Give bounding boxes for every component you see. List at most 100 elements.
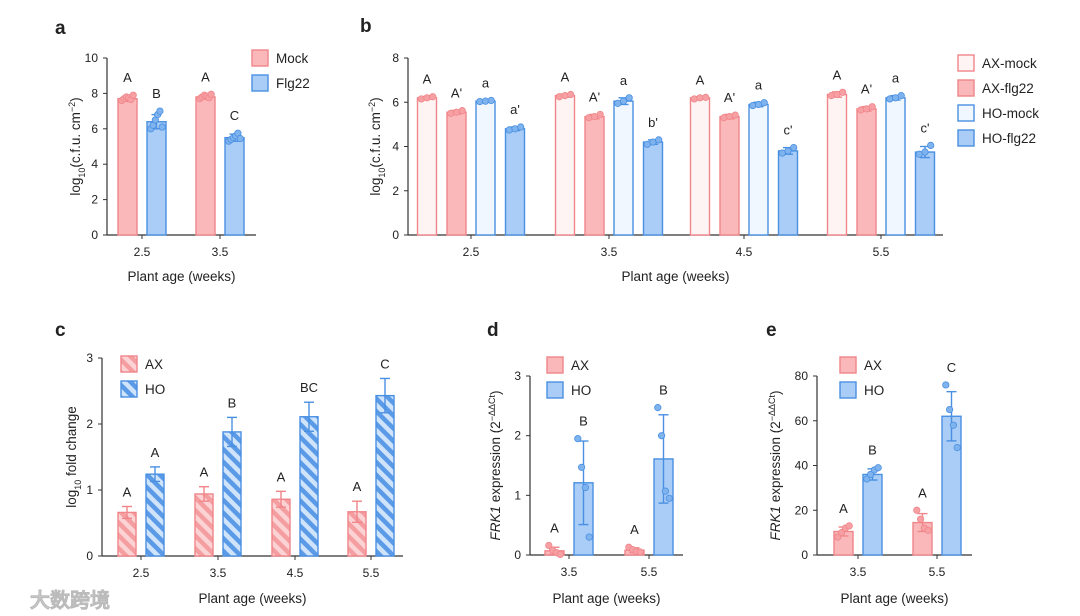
data-point [447,109,455,117]
y-axis-title-part: 10 [77,168,87,178]
y-tick-label: 60 [795,414,809,428]
significance-letter: A [353,479,362,494]
data-point [784,147,792,155]
y-tick-label: 80 [795,369,809,383]
y-axis-title-part: log [368,178,383,196]
legend-label: HO-mock [982,106,1039,121]
data-point [156,107,164,115]
significance-letter: A [423,72,432,87]
significance-letter: b' [648,115,658,130]
data-point [207,90,215,98]
y-axis-title-part: FRK1 [768,506,783,541]
data-point [581,483,590,492]
data-point [654,404,662,412]
y-tick-label: 0 [801,548,808,562]
significance-letter: C [230,108,239,123]
x-tick-label: 5.5 [363,566,380,580]
data-point [874,464,882,472]
x-tick-label: 2.5 [463,245,480,259]
y-axis-title-part: −ΔΔCt [487,394,497,421]
data-point [863,475,871,483]
data-point [625,94,633,102]
bar [748,103,769,236]
x-tick-label: 3.5 [210,566,227,580]
y-axis-title-part: log [68,178,83,196]
y-tick-label: 2 [392,184,399,198]
y-tick-label: 40 [795,459,809,473]
data-point [868,103,876,111]
significance-letter: a [620,73,628,88]
legend-swatch [957,54,975,72]
data-point [720,114,728,122]
y-tick-label: 2 [86,417,93,431]
x-axis-title: Plant age (weeks) [621,269,729,284]
x-tick-label: 3.5 [601,245,618,259]
bar [475,100,496,236]
data-point [661,487,670,495]
data-point [790,144,798,152]
bar [299,416,319,557]
significance-letter: C [380,356,389,371]
y-tick-label: 1 [514,488,521,502]
x-tick-label: 3.5 [850,565,867,579]
significance-letter: A [200,465,209,480]
y-axis-title-part: fold change [64,406,79,480]
x-tick-label: 3.5 [561,565,578,579]
significance-letter: a [755,78,763,93]
significance-letter: a' [510,102,520,117]
x-tick-label: 3.5 [212,245,229,259]
bar [554,94,576,236]
bar [195,96,216,236]
bar [117,98,138,236]
data-point [158,123,166,131]
bar [145,473,165,557]
data-point [636,548,644,556]
y-axis-title-part: ) [488,390,503,395]
y-axis-title-part: (c.f.u. cm [368,112,383,168]
data-point [129,91,137,99]
bar [416,97,438,236]
significance-letter: B [659,383,668,398]
data-point [556,550,564,559]
y-axis-title-part: −2 [367,102,377,112]
significance-letter: BC [300,380,318,395]
bar [885,97,906,236]
bar [446,111,467,236]
data-point [927,141,935,149]
data-point [665,494,673,502]
legend-label: AX [864,358,882,373]
data-point [417,95,425,103]
data-point [577,463,586,471]
significance-letter: A [201,69,210,84]
significance-letter: a [482,75,490,90]
significance-letter: A [123,485,132,500]
data-point [921,148,929,156]
data-point [945,405,954,414]
y-tick-label: 2 [514,429,521,443]
data-point [897,92,905,100]
y-tick-label: 0 [91,228,98,242]
y-axis-title-part: ) [368,97,383,102]
data-point [702,93,710,101]
legend-swatch [957,79,975,97]
data-point [505,126,513,134]
bar [194,493,214,557]
legend-swatch [546,381,564,399]
legend-swatch [957,104,975,122]
x-tick-label: 2.5 [134,245,151,259]
significance-letter: A [123,70,132,85]
data-point [567,90,575,99]
legend-label: Flg22 [276,76,310,91]
panel-d: d 0 1 2 3 3.5 5.5 Plant age (weeks) FRK1 express… [487,320,683,606]
y-axis-title: log10 fold change [64,406,83,508]
data-point [487,96,495,105]
legend-swatch [839,381,857,399]
data-point [839,88,847,96]
legend-label: AX [571,358,589,373]
significance-letter: A' [724,90,735,105]
y-axis-title-part: log [64,490,79,508]
bar [777,150,799,236]
significance-letter: A' [589,89,600,104]
y-tick-label: 4 [91,157,98,171]
